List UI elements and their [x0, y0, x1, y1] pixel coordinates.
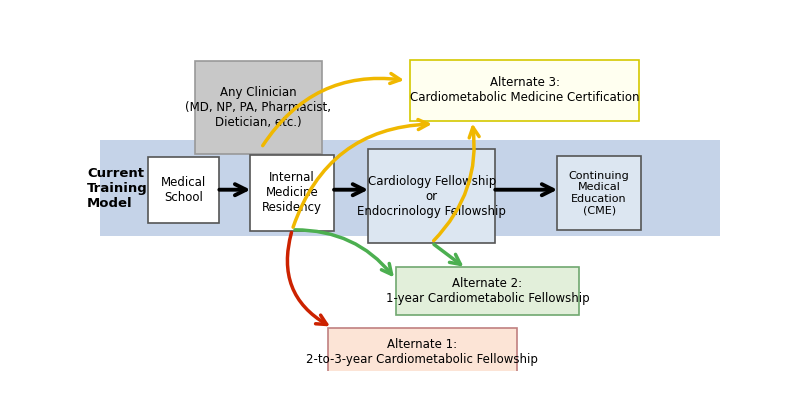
- FancyBboxPatch shape: [100, 140, 720, 236]
- Text: Alternate 3:
Cardiometabolic Medicine Certification: Alternate 3: Cardiometabolic Medicine Ce…: [410, 76, 639, 104]
- Text: Cardiology Fellowship
or
Endocrinology Fellowship: Cardiology Fellowship or Endocrinology F…: [358, 175, 506, 218]
- FancyBboxPatch shape: [368, 149, 495, 244]
- Text: Medical
School: Medical School: [161, 176, 206, 204]
- FancyBboxPatch shape: [250, 155, 334, 231]
- FancyBboxPatch shape: [410, 60, 639, 121]
- Text: Continuing
Medical
Education
(CME): Continuing Medical Education (CME): [569, 171, 630, 215]
- FancyBboxPatch shape: [558, 156, 641, 230]
- Text: Internal
Medicine
Residency: Internal Medicine Residency: [262, 171, 322, 214]
- FancyBboxPatch shape: [328, 328, 517, 376]
- FancyBboxPatch shape: [194, 61, 322, 154]
- Text: Any Clinician
(MD, NP, PA, Pharmacist,
Dietician, etc.): Any Clinician (MD, NP, PA, Pharmacist, D…: [185, 86, 331, 129]
- Text: Current
Training
Model: Current Training Model: [87, 167, 148, 210]
- FancyBboxPatch shape: [148, 157, 219, 223]
- Text: Alternate 2:
1-year Cardiometabolic Fellowship: Alternate 2: 1-year Cardiometabolic Fell…: [386, 277, 590, 305]
- Text: Alternate 1:
2-to-3-year Cardiometabolic Fellowship: Alternate 1: 2-to-3-year Cardiometabolic…: [306, 338, 538, 366]
- FancyBboxPatch shape: [396, 267, 579, 315]
